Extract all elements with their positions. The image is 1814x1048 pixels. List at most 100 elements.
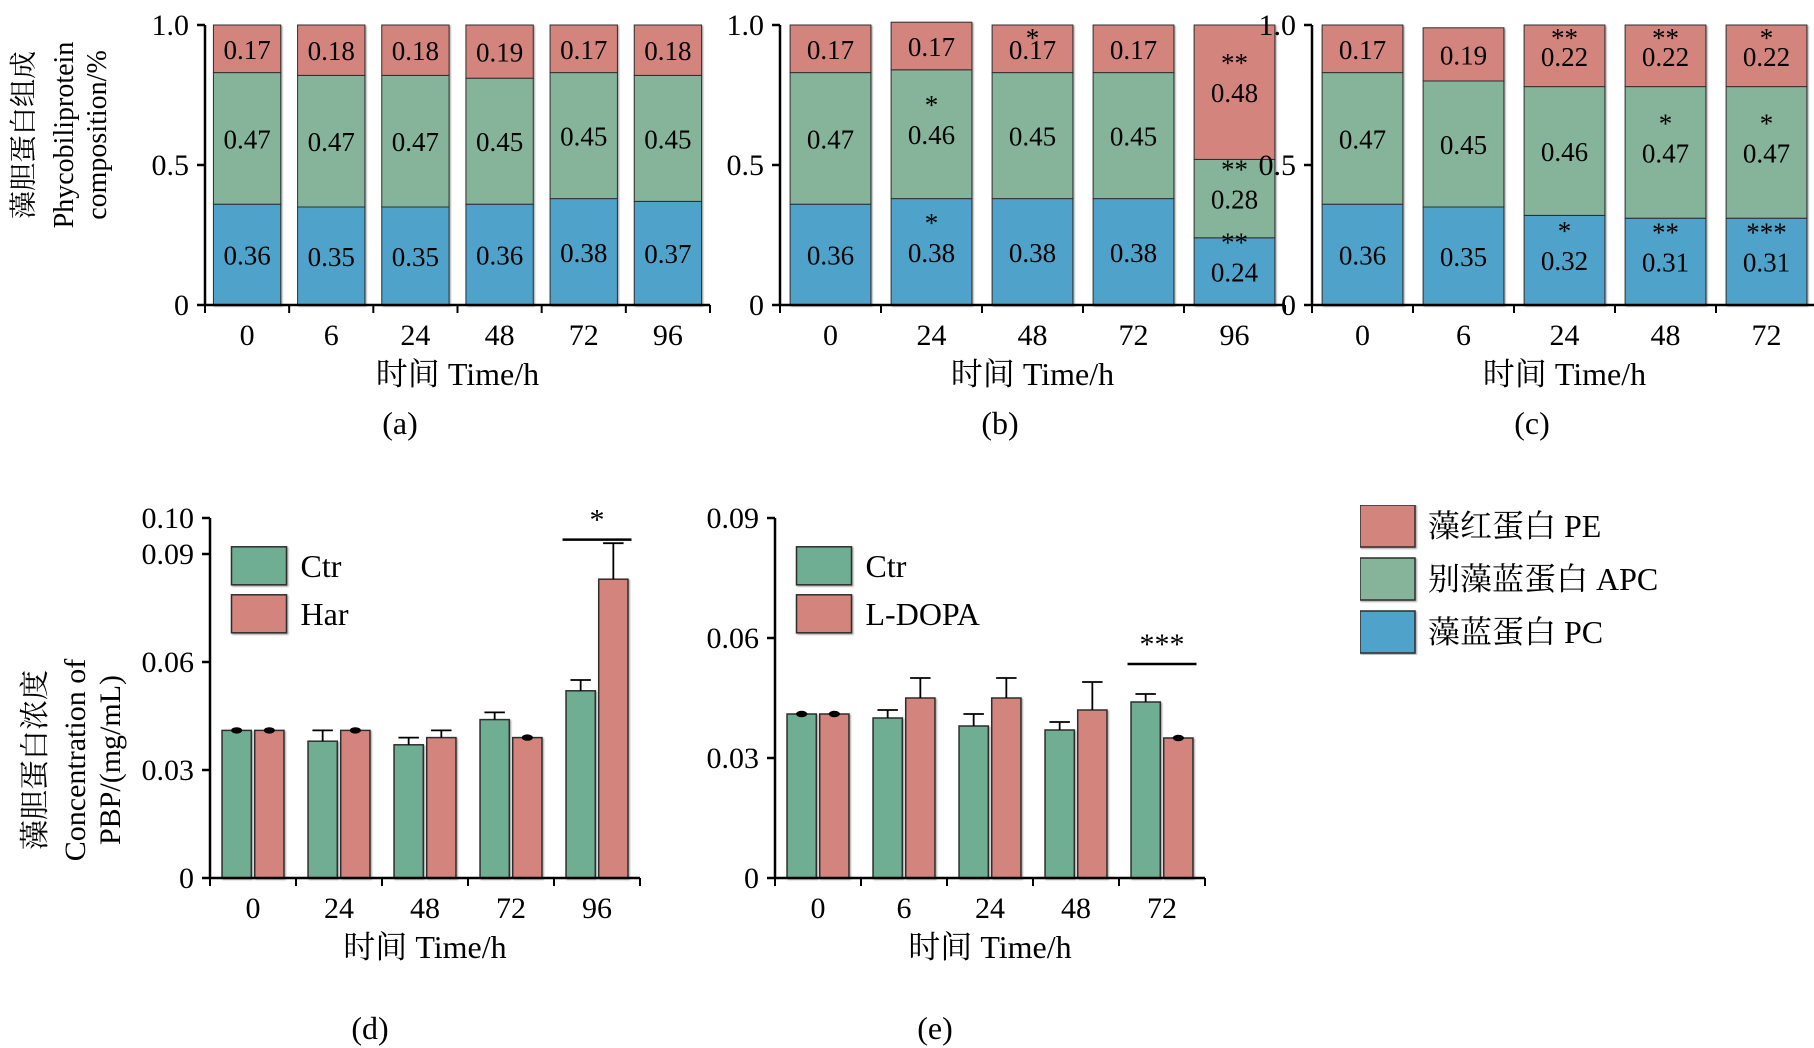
svg-text:**: **	[1551, 23, 1578, 53]
svg-text:0.03: 0.03	[142, 754, 195, 787]
svg-text:48: 48	[410, 892, 440, 925]
svg-text:0.17: 0.17	[223, 35, 270, 65]
svg-text:L-DOPA: L-DOPA	[866, 596, 980, 632]
svg-text:0.06: 0.06	[142, 646, 195, 679]
svg-text:96: 96	[653, 319, 683, 352]
svg-text:别藻蓝蛋白 APC: 别藻蓝蛋白 APC	[1428, 561, 1658, 597]
svg-text:Ctr: Ctr	[301, 548, 342, 584]
svg-text:6: 6	[1456, 319, 1471, 352]
svg-text:24: 24	[400, 319, 430, 352]
svg-text:*: *	[1659, 108, 1673, 138]
svg-text:0.19: 0.19	[1440, 40, 1487, 70]
svg-text:0.18: 0.18	[308, 36, 355, 66]
svg-text:0.45: 0.45	[1440, 130, 1487, 160]
svg-text:6: 6	[897, 892, 912, 925]
svg-text:0.36: 0.36	[1339, 241, 1386, 271]
svg-text:时间 Time/h: 时间 Time/h	[908, 929, 1071, 965]
svg-text:0.47: 0.47	[807, 124, 854, 154]
svg-text:48: 48	[1018, 319, 1048, 352]
svg-text:0: 0	[174, 289, 189, 322]
svg-text:72: 72	[1119, 319, 1149, 352]
svg-text:0.17: 0.17	[1110, 35, 1157, 65]
svg-text:0.31: 0.31	[1743, 248, 1790, 278]
svg-text:***: ***	[1746, 218, 1787, 248]
svg-text:0.32: 0.32	[1541, 246, 1588, 276]
svg-text:0.45: 0.45	[1009, 122, 1056, 152]
svg-text:0: 0	[823, 319, 838, 352]
svg-text:**: **	[1652, 218, 1679, 248]
svg-text:0.17: 0.17	[560, 35, 607, 65]
svg-text:*: *	[925, 208, 939, 238]
svg-text:0.38: 0.38	[908, 238, 955, 268]
svg-text:0.46: 0.46	[908, 120, 955, 150]
svg-text:0.18: 0.18	[392, 36, 439, 66]
svg-text:*: *	[1558, 216, 1572, 246]
svg-text:0.10: 0.10	[142, 502, 195, 535]
svg-text:48: 48	[1061, 892, 1091, 925]
svg-text:时间 Time/h: 时间 Time/h	[343, 929, 506, 965]
svg-text:0.03: 0.03	[707, 742, 760, 775]
svg-text:*: *	[1760, 108, 1774, 138]
svg-text:72: 72	[1147, 892, 1177, 925]
svg-text:0: 0	[1355, 319, 1370, 352]
svg-text:0.47: 0.47	[223, 124, 270, 154]
svg-text:24: 24	[917, 319, 947, 352]
svg-text:时间 Time/h: 时间 Time/h	[376, 356, 539, 392]
svg-text:藻蓝蛋白 PC: 藻蓝蛋白 PC	[1428, 614, 1603, 650]
svg-text:0.5: 0.5	[1259, 149, 1297, 182]
svg-text:0: 0	[1281, 289, 1296, 322]
svg-text:0.36: 0.36	[476, 241, 523, 271]
svg-text:*: *	[590, 504, 605, 537]
svg-text:72: 72	[496, 892, 526, 925]
svg-text:1.0: 1.0	[152, 9, 190, 42]
svg-text:0.47: 0.47	[1339, 124, 1386, 154]
svg-text:Har: Har	[301, 596, 349, 632]
svg-text:0: 0	[811, 892, 826, 925]
svg-text:0.35: 0.35	[1440, 242, 1487, 272]
svg-text:0.38: 0.38	[1009, 238, 1056, 268]
svg-text:0: 0	[240, 319, 255, 352]
svg-text:*: *	[1760, 23, 1774, 53]
svg-text:0.17: 0.17	[1339, 35, 1386, 65]
svg-text:24: 24	[975, 892, 1005, 925]
svg-text:0.45: 0.45	[644, 124, 691, 154]
svg-text:1.0: 1.0	[1259, 9, 1297, 42]
svg-text:24: 24	[1550, 319, 1580, 352]
svg-text:0.5: 0.5	[152, 149, 190, 182]
svg-text:***: ***	[1140, 628, 1185, 661]
svg-text:24: 24	[324, 892, 354, 925]
svg-text:Ctr: Ctr	[866, 548, 907, 584]
svg-text:0.38: 0.38	[1110, 238, 1157, 268]
svg-text:96: 96	[582, 892, 612, 925]
svg-text:0.45: 0.45	[560, 122, 607, 152]
svg-text:*: *	[1026, 23, 1040, 53]
svg-text:0.31: 0.31	[1642, 248, 1689, 278]
svg-text:0.47: 0.47	[1642, 138, 1689, 168]
svg-text:0.47: 0.47	[1743, 138, 1790, 168]
svg-text:72: 72	[1752, 319, 1782, 352]
svg-text:0: 0	[246, 892, 261, 925]
svg-text:0.47: 0.47	[308, 127, 355, 157]
svg-text:藻红蛋白 PE: 藻红蛋白 PE	[1428, 508, 1601, 544]
svg-text:0.35: 0.35	[308, 242, 355, 272]
svg-text:0: 0	[179, 862, 194, 895]
svg-text:0.18: 0.18	[644, 36, 691, 66]
svg-text:时间 Time/h: 时间 Time/h	[951, 356, 1114, 392]
svg-text:0.36: 0.36	[223, 241, 270, 271]
svg-text:0.46: 0.46	[1541, 137, 1588, 167]
svg-text:0.09: 0.09	[707, 502, 760, 535]
svg-text:0.17: 0.17	[807, 35, 854, 65]
svg-text:0.36: 0.36	[807, 241, 854, 271]
svg-text:1.0: 1.0	[727, 9, 765, 42]
svg-text:48: 48	[1651, 319, 1681, 352]
svg-text:**: **	[1652, 23, 1679, 53]
svg-text:0.45: 0.45	[1110, 122, 1157, 152]
svg-text:0.47: 0.47	[392, 127, 439, 157]
svg-text:48: 48	[485, 319, 515, 352]
svg-text:0.19: 0.19	[476, 38, 523, 68]
svg-text:0: 0	[749, 289, 764, 322]
svg-text:6: 6	[324, 319, 339, 352]
svg-text:72: 72	[569, 319, 599, 352]
svg-text:0.35: 0.35	[392, 242, 439, 272]
svg-text:0.09: 0.09	[142, 538, 195, 571]
